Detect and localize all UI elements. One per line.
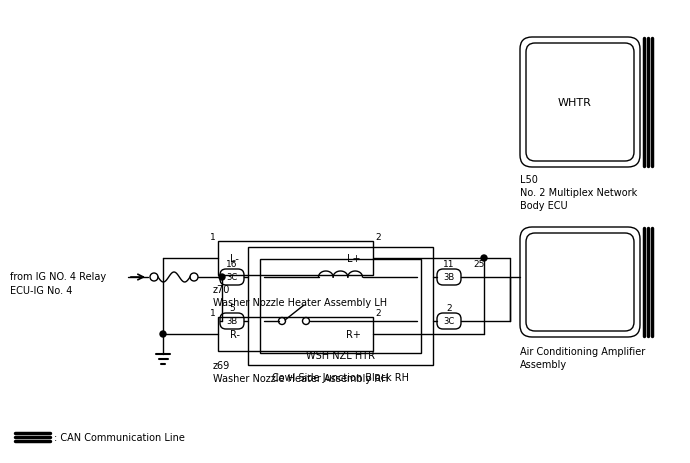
Text: Assembly: Assembly bbox=[520, 359, 567, 369]
Bar bbox=[218, 317, 373, 351]
Text: L-: L- bbox=[230, 253, 239, 263]
Text: 1: 1 bbox=[210, 309, 216, 318]
FancyBboxPatch shape bbox=[220, 269, 244, 285]
Text: WHTR: WHTR bbox=[558, 98, 592, 108]
Text: 1: 1 bbox=[210, 233, 216, 242]
Text: Cowl Side Junction Block RH: Cowl Side Junction Block RH bbox=[272, 372, 409, 382]
Text: 16: 16 bbox=[226, 260, 238, 269]
Text: 2: 2 bbox=[375, 233, 381, 242]
Text: R-: R- bbox=[230, 329, 240, 339]
Text: L+: L+ bbox=[348, 253, 361, 263]
Text: No. 2 Multiplex Network: No. 2 Multiplex Network bbox=[520, 188, 638, 198]
Text: L50: L50 bbox=[520, 175, 538, 185]
Text: Air Conditioning Amplifier: Air Conditioning Amplifier bbox=[520, 346, 645, 356]
Text: z70: z70 bbox=[213, 284, 230, 294]
Text: ECU-IG No. 4: ECU-IG No. 4 bbox=[10, 285, 72, 295]
Text: 3C: 3C bbox=[444, 317, 455, 326]
Circle shape bbox=[160, 332, 166, 337]
Text: WSH NZL HTR: WSH NZL HTR bbox=[306, 350, 375, 360]
Text: 3C: 3C bbox=[226, 273, 237, 282]
Text: R+: R+ bbox=[346, 329, 361, 339]
Bar bbox=[248, 247, 433, 365]
Circle shape bbox=[481, 256, 487, 262]
Bar bbox=[260, 259, 421, 353]
Text: : CAN Communication Line: : CAN Communication Line bbox=[54, 432, 185, 442]
Text: 3B: 3B bbox=[444, 273, 455, 282]
Text: 11: 11 bbox=[443, 260, 455, 269]
Text: 5: 5 bbox=[229, 304, 235, 313]
Text: Washer Nozzle Heater Assembly LH: Washer Nozzle Heater Assembly LH bbox=[213, 297, 387, 307]
Text: Washer Nozzle Heater Assembly RH: Washer Nozzle Heater Assembly RH bbox=[213, 373, 388, 383]
Text: Body ECU: Body ECU bbox=[520, 200, 568, 211]
FancyBboxPatch shape bbox=[437, 313, 461, 329]
Circle shape bbox=[219, 275, 225, 281]
FancyBboxPatch shape bbox=[220, 313, 244, 329]
FancyBboxPatch shape bbox=[437, 269, 461, 285]
Text: 25: 25 bbox=[473, 260, 484, 269]
Text: z69: z69 bbox=[213, 360, 230, 370]
Bar bbox=[218, 242, 373, 275]
Text: 2: 2 bbox=[375, 309, 381, 318]
Text: 3B: 3B bbox=[226, 317, 237, 326]
Text: from IG NO. 4 Relay: from IG NO. 4 Relay bbox=[10, 271, 106, 282]
Text: 2: 2 bbox=[446, 304, 452, 313]
